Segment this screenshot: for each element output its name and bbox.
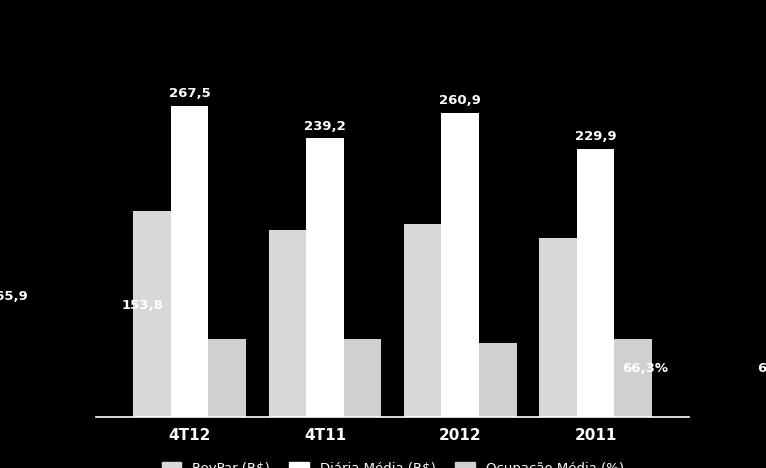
Bar [404,224,441,417]
Text: 153,8: 153,8 [122,299,163,312]
Bar [441,113,479,417]
Bar [208,339,246,417]
Text: 165,9: 165,9 [0,291,28,303]
Text: 66,3%: 66,3% [622,362,668,375]
Bar [614,339,652,417]
Bar [306,139,344,417]
Text: 229,9: 229,9 [574,131,617,144]
Text: 267,5: 267,5 [169,87,211,100]
Text: 239,2: 239,2 [304,120,345,132]
Text: 260,9: 260,9 [439,95,481,108]
Text: 67,0%: 67,0% [757,362,766,375]
Bar [479,343,516,417]
Bar [344,339,381,417]
Bar [539,238,577,417]
Bar [577,149,614,417]
Legend: RevPar (R$), Diária Média (R$), Ocupação Média (%): RevPar (R$), Diária Média (R$), Ocupação… [155,455,630,468]
Bar [171,106,208,417]
Bar [269,230,306,417]
Bar [133,211,171,417]
